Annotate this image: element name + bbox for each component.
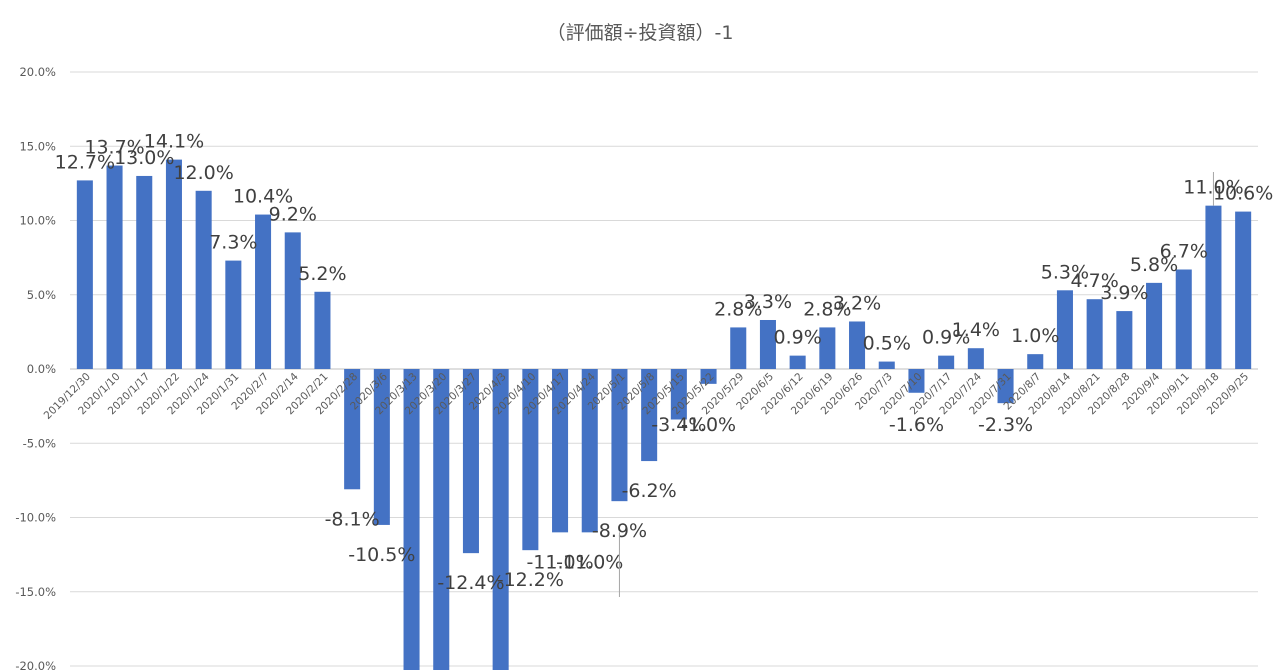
bar bbox=[106, 165, 123, 369]
data-labels: 12.7%13.7%13.0%14.1% 12.0% 7.3% 10.4%9.2% 5.… bbox=[55, 131, 1273, 597]
data-label: 5.2% bbox=[298, 263, 346, 285]
data-label: 5.3% bbox=[1041, 261, 1089, 283]
bar bbox=[403, 369, 420, 670]
y-tick-label: 10.0% bbox=[19, 214, 56, 228]
data-label: 2.8% bbox=[714, 298, 762, 320]
bar bbox=[938, 355, 955, 369]
bar bbox=[433, 369, 450, 670]
bar bbox=[462, 369, 479, 554]
bar bbox=[195, 190, 212, 369]
data-label: 2.8% bbox=[803, 298, 851, 320]
data-label: 4.7% bbox=[1071, 270, 1119, 292]
bar bbox=[1056, 290, 1073, 369]
data-label: -8.1% bbox=[325, 508, 380, 530]
bar bbox=[255, 214, 272, 369]
gridlines bbox=[70, 71, 1258, 667]
data-label: -12.2% bbox=[497, 569, 564, 591]
y-tick-label: 5.0% bbox=[27, 288, 56, 302]
y-tick-label: -15.0% bbox=[15, 585, 56, 599]
data-label: -3.4% bbox=[651, 414, 706, 436]
bar bbox=[1086, 299, 1103, 369]
data-label: -11.0% bbox=[556, 551, 623, 573]
bar bbox=[819, 327, 836, 369]
bar bbox=[849, 321, 866, 369]
bar bbox=[878, 361, 895, 369]
bar bbox=[1146, 282, 1163, 369]
bar bbox=[284, 232, 301, 369]
data-label: -12.4% bbox=[437, 572, 504, 594]
data-label: -2.3% bbox=[978, 414, 1033, 436]
bar bbox=[1175, 269, 1192, 369]
bar bbox=[611, 369, 628, 502]
bar bbox=[344, 369, 361, 490]
y-tick-label: 15.0% bbox=[19, 139, 56, 153]
bar bbox=[1235, 211, 1252, 369]
data-label: 5.8% bbox=[1130, 254, 1178, 276]
data-label: 12.0% bbox=[173, 162, 233, 184]
bar bbox=[165, 159, 182, 369]
data-label: 3.9% bbox=[1100, 282, 1148, 304]
bars bbox=[76, 159, 1252, 670]
bar bbox=[670, 369, 687, 420]
data-label: 7.3% bbox=[209, 232, 257, 254]
bar bbox=[908, 369, 925, 393]
bar bbox=[730, 327, 747, 369]
data-label: 0.5% bbox=[863, 333, 911, 355]
data-label: 14.1% bbox=[144, 131, 204, 153]
bar bbox=[225, 260, 242, 369]
bar bbox=[581, 369, 598, 533]
data-label: 0.9% bbox=[774, 327, 822, 349]
bar bbox=[1205, 205, 1222, 369]
data-label: 3.2% bbox=[833, 292, 881, 314]
bar bbox=[314, 291, 331, 369]
data-label: -8.9% bbox=[592, 520, 647, 542]
chart-title: （評価額÷投資額）-1 bbox=[546, 22, 734, 44]
bar bbox=[552, 369, 569, 533]
bar bbox=[522, 369, 539, 551]
bar bbox=[136, 175, 153, 369]
bar bbox=[373, 369, 390, 525]
bar bbox=[759, 319, 776, 369]
bar bbox=[1116, 311, 1133, 369]
bar bbox=[997, 369, 1014, 404]
data-label: 3.3% bbox=[744, 291, 792, 313]
bar bbox=[76, 180, 93, 369]
data-label: 1.0% bbox=[1011, 325, 1059, 347]
bar bbox=[1027, 354, 1044, 369]
y-tick-label: -20.0% bbox=[15, 659, 56, 670]
data-label: -1.0% bbox=[681, 414, 736, 436]
data-label: 9.2% bbox=[269, 203, 317, 225]
bar bbox=[492, 369, 509, 670]
data-label: 10.4% bbox=[233, 186, 293, 208]
bar bbox=[700, 369, 717, 384]
data-label: 10.6% bbox=[1213, 183, 1273, 205]
bar bbox=[641, 369, 658, 462]
bar bbox=[789, 355, 806, 369]
data-label: 6.7% bbox=[1160, 241, 1208, 263]
data-label: 12.7% bbox=[55, 151, 115, 173]
data-label: 1.4% bbox=[952, 319, 1000, 341]
data-label: -10.5% bbox=[348, 544, 415, 566]
data-label: -11.0% bbox=[526, 551, 593, 573]
data-label: 0.9% bbox=[922, 327, 970, 349]
data-label: -6.2% bbox=[622, 480, 677, 502]
y-tick-label: -5.0% bbox=[23, 436, 56, 450]
bar bbox=[967, 348, 984, 369]
y-tick-label: -10.0% bbox=[15, 511, 56, 525]
y-tick-labels: 20.0% 15.0% 10.0% 5.0% 0.0% -5.0% -10.0% -15.0%… bbox=[15, 65, 56, 670]
data-label: 13.0% bbox=[114, 147, 174, 169]
data-label: -1.6% bbox=[889, 414, 944, 436]
y-tick-label: 0.0% bbox=[27, 362, 56, 376]
y-tick-label: 20.0% bbox=[19, 65, 56, 79]
data-label: 13.7% bbox=[84, 137, 144, 159]
